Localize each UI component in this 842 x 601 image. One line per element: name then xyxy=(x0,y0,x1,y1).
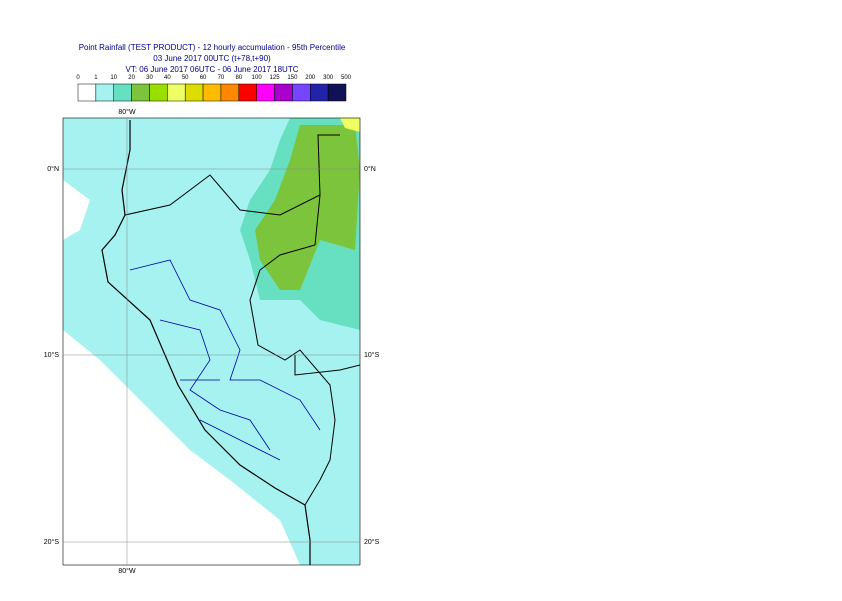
lat-label: 20°S xyxy=(364,538,380,546)
title-line: 03 June 2017 00UTC (t+78,t+90) xyxy=(153,54,271,63)
legend-swatch xyxy=(113,83,132,102)
legend-tick-label: 50 xyxy=(182,75,189,81)
legend-swatch xyxy=(292,83,311,102)
region-borders xyxy=(129,259,321,461)
legend-swatch xyxy=(184,83,204,102)
map-frame xyxy=(62,117,361,566)
legend-tick-label: 80 xyxy=(235,75,242,81)
legend-tick-label: 40 xyxy=(164,75,171,81)
lat-label: 0°N xyxy=(364,165,376,173)
legend-swatch xyxy=(238,83,257,102)
lat-label: 0°N xyxy=(47,165,59,173)
lat-label: 10°S xyxy=(364,351,380,359)
legend-swatch xyxy=(77,83,97,102)
lat-label: 10°S xyxy=(44,351,60,359)
legend-tick-label: 0 xyxy=(76,75,80,81)
legend-tick-label: 70 xyxy=(218,75,225,81)
lon-label: 80°W xyxy=(118,567,136,575)
lon-label: 80°W xyxy=(118,108,136,116)
legend-tick-label: 20 xyxy=(128,75,135,81)
legend-swatch xyxy=(131,83,150,102)
title-line: VT: 06 June 2017 06UTC - 06 June 2017 18… xyxy=(126,65,299,74)
legend-tick-label: 300 xyxy=(323,75,334,81)
dry-ocean xyxy=(63,180,300,565)
legend-tick-label: 125 xyxy=(270,75,281,81)
legend-tick-label: 150 xyxy=(287,75,298,81)
legend-tick-label: 30 xyxy=(146,75,153,81)
legend-tick-label: 10 xyxy=(110,75,117,81)
legend-swatch xyxy=(274,83,293,102)
legend-tick-label: 1 xyxy=(94,75,98,81)
legend-swatch xyxy=(95,83,114,102)
title-line: Point Rainfall (TEST PRODUCT) - 12 hourl… xyxy=(79,43,346,52)
legend-swatch xyxy=(202,83,222,102)
map-area xyxy=(63,118,360,565)
lat-label: 20°S xyxy=(44,538,60,546)
legend-tick-label: 100 xyxy=(252,75,263,81)
legend-swatch xyxy=(149,83,168,102)
legend-swatch xyxy=(310,83,329,102)
legend-swatch xyxy=(220,83,240,102)
wet-region xyxy=(255,125,360,290)
legend-tick-label: 200 xyxy=(305,75,316,81)
legend-swatch xyxy=(256,83,275,102)
legend-tick-label: 60 xyxy=(200,75,207,81)
heavy-region xyxy=(340,118,360,132)
legend-swatch xyxy=(167,83,186,102)
country-borders xyxy=(124,134,360,506)
legend-swatch xyxy=(327,83,347,102)
coastline xyxy=(101,120,311,565)
legend-tick-label: 500 xyxy=(341,75,352,81)
